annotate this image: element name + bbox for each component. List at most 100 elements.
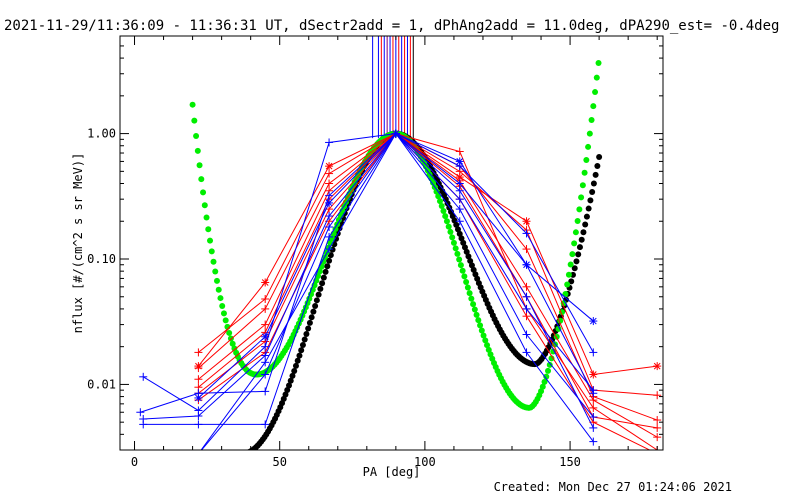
series-6 [194, 129, 658, 450]
series-8-marker [522, 229, 531, 238]
series-10-marker [455, 195, 464, 204]
series-13-marker [325, 222, 334, 231]
green-fit-curve-point [205, 226, 212, 233]
x-tick-label: 0 [131, 455, 138, 469]
black-fit-curve-point [285, 382, 292, 389]
series-2-marker [194, 364, 203, 373]
series-6-marker [522, 312, 531, 321]
black-fit-curve-point [592, 171, 599, 178]
green-fit-curve-point [445, 223, 452, 230]
green-fit-curve-point [545, 367, 552, 374]
green-fit-curve-point [454, 250, 461, 257]
black-fit-curve-point [291, 367, 298, 374]
series-12-marker [325, 245, 334, 254]
series-0-marker [653, 362, 662, 371]
green-fit-curve-point [200, 189, 207, 196]
green-fit-curve-point [461, 273, 468, 280]
series-line-6 [198, 132, 651, 450]
green-fit-curve-point [578, 194, 585, 201]
green-fit-curve-point [484, 342, 491, 349]
black-fit-curve-point [292, 362, 299, 369]
black-fit-curve-point [308, 314, 315, 321]
series-13-marker [522, 292, 531, 301]
black-fit-curve-point [246, 449, 249, 450]
series-2-marker [522, 245, 531, 254]
green-fit-curve-point [222, 317, 229, 324]
y-tick-label: 1.00 [87, 127, 116, 141]
green-fit-curve-point [447, 228, 454, 235]
series-3-marker [653, 433, 662, 442]
black-fit-curve-point [322, 268, 329, 275]
green-fit-curve-point [471, 306, 478, 313]
black-fit-curve-point [576, 244, 583, 251]
green-fit-curve-point [201, 202, 208, 209]
black-fit-curve-point [590, 180, 597, 187]
green-fit-curve-point [564, 281, 571, 288]
series-line-10 [143, 132, 594, 420]
green-fit-curve-point [443, 218, 450, 225]
green-fit-curve-point [543, 373, 550, 380]
green-fit-curve-point [571, 240, 578, 247]
black-fit-curve-point [596, 154, 603, 161]
black-fit-curve-point [578, 236, 585, 243]
green-fit-curve-point [210, 258, 217, 265]
series-8-marker [325, 138, 334, 147]
series-9-marker [261, 387, 270, 396]
series-12-marker [261, 358, 270, 367]
green-fit-curve-point [449, 234, 456, 241]
green-fit-curve-point [435, 193, 442, 200]
black-fit-curve-point [324, 263, 331, 270]
x-tick-label: 100 [414, 455, 436, 469]
black-fit-curve-point [313, 297, 320, 304]
series-3-marker [522, 282, 531, 291]
black-fit-curve-point [583, 213, 590, 220]
black-fit-curve-point [460, 239, 467, 246]
x-tick-label: 50 [272, 455, 286, 469]
series-3-marker [194, 375, 203, 384]
green-fit-curve-point [229, 340, 236, 347]
black-fit-curve-point [296, 352, 303, 359]
series-line-0 [198, 133, 658, 376]
green-fit-curve-point [574, 217, 581, 224]
series-11-marker [139, 420, 148, 429]
series-8-marker [139, 372, 148, 381]
black-fit-curve-point [284, 387, 291, 394]
series-11-marker [194, 420, 203, 429]
green-fit-curve-point [576, 206, 583, 213]
series-13-marker [261, 370, 270, 379]
series-13-marker [197, 449, 199, 450]
black-fit-curve-point [298, 347, 305, 354]
green-fit-curve-point [213, 277, 220, 284]
series-11-marker [325, 232, 334, 241]
green-fit-curve-point [585, 143, 592, 150]
green-fit-curve-point [433, 188, 440, 195]
series-1-marker [325, 169, 334, 178]
green-fit-curve-point [480, 332, 487, 339]
series-13-marker [391, 129, 400, 138]
green-fit-curve-point [562, 291, 569, 298]
green-fit-curve-point [565, 271, 572, 278]
black-fit-curve-point [242, 450, 248, 456]
green-fit-curve-point [450, 239, 457, 246]
series-8-marker [589, 348, 598, 357]
black-fit-curve-point [315, 291, 322, 298]
black-fit-curve-point [589, 189, 596, 196]
series-0-marker [589, 370, 598, 379]
black-fit-curve-point [289, 372, 296, 379]
green-fit-curve-point [593, 74, 600, 81]
series-line-8 [142, 133, 594, 412]
green-fit-curve-point [189, 101, 196, 108]
green-fit-curve-point [440, 207, 447, 214]
green-fit-curve-point [193, 133, 200, 140]
series-5-marker [455, 147, 464, 156]
green-fit-curve-point [588, 117, 595, 124]
series-6-marker [656, 449, 658, 450]
green-fit-curve-point [198, 176, 205, 183]
green-fit-curve-point [212, 268, 219, 275]
green-fit-curve-point [485, 346, 492, 353]
green-fit-curve-point [203, 214, 210, 221]
series-2-marker [653, 416, 662, 425]
green-fit-curve-point [468, 295, 475, 302]
green-fit-curve-point [546, 361, 553, 368]
